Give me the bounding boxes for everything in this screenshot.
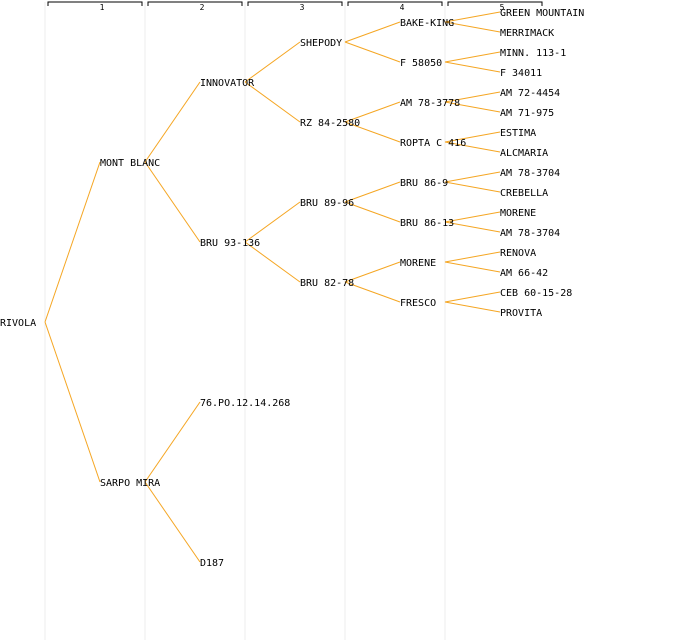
tree-node: ESTIMA [500,128,536,139]
generation-number: 4 [400,3,405,12]
tree-edge [444,261,501,273]
tree-edge [444,181,501,193]
tree-edge [444,251,501,263]
tree-edge [444,211,501,223]
tree-edge [444,11,501,23]
tree-node: MINN. 113-1 [500,48,566,59]
tree-edges [44,11,501,563]
tree-edge [344,181,401,203]
tree-node: BRU 89-96 [300,198,354,209]
tree-node: AM 72-4454 [500,88,560,99]
tree-edge [444,301,501,313]
tree-node: AM 71-975 [500,108,554,119]
tree-node: ALCMARIA [500,148,548,159]
tree-edge [144,481,201,563]
tree-node: CEB 60-15-28 [500,288,572,299]
tree-node: 76.PO.12.14.268 [200,398,290,409]
tree-node: AM 78-3704 [500,228,560,239]
tree-edge [244,81,301,123]
generation-number: 2 [200,3,205,12]
generation-bracket [447,1,543,6]
tree-edge [444,131,501,143]
tree-node: BAKE-KING [400,18,454,29]
generation-dividers [44,2,446,640]
tree-edge [444,221,501,233]
tree-edge [44,161,101,323]
tree-edge [444,291,501,303]
tree-node: AM 78-3778 [400,98,460,109]
tree-edge [444,21,501,33]
tree-node: BRU 86-9 [400,178,448,189]
tree-edge [444,91,501,103]
tree-node: SHEPODY [300,38,342,49]
tree-node: AM 78-3704 [500,168,560,179]
tree-edge [144,161,201,243]
tree-edge [344,21,401,43]
tree-node: MONT BLANC [100,158,160,169]
tree-node: BRU 93-136 [200,238,260,249]
tree-edge [44,321,101,483]
tree-edge [244,201,301,243]
generation-number: 1 [100,3,105,12]
tree-node: FRESCO [400,298,436,309]
tree-edge [344,201,401,223]
tree-edge [444,171,501,183]
tree-edge [344,261,401,283]
tree-node: RENOVA [500,248,536,259]
generation-number: 5 [500,3,505,12]
tree-node: F 58050 [400,58,442,69]
tree-node: BRU 86-13 [400,218,454,229]
tree-node: MORENE [400,258,436,269]
tree-edge [444,101,501,113]
tree-node: ROPTA C 416 [400,138,466,149]
tree-edge [444,61,501,73]
generation-number: 3 [300,3,305,12]
tree-node: SARPO MIRA [100,478,160,489]
tree-edge [244,41,301,83]
tree-node: RZ 84-2580 [300,118,360,129]
tree-edge [444,51,501,63]
tree-node: F 34011 [500,68,542,79]
tree-edge [344,101,401,123]
tree-edge [144,401,201,483]
root-node: RIVOLA [0,318,36,329]
tree-node: D187 [200,558,224,569]
tree-edge [444,141,501,153]
generation-bracket [147,1,243,6]
tree-node: MERRIMACK [500,28,554,39]
generation-bracket [347,1,443,6]
tree-edge [344,121,401,143]
tree-node: AM 66-42 [500,268,548,279]
generation-headers: 1 2 3 4 5 [47,1,543,12]
tree-node: CREBELLA [500,188,548,199]
generation-bracket [247,1,343,6]
tree-nodes: RIVOLA MONT BLANC INNOVATOR SHEPODY BAKE-KIN… [0,8,584,569]
generation-bracket [47,1,143,6]
tree-node: INNOVATOR [200,78,255,89]
tree-node: BRU 82-78 [300,278,354,289]
tree-node: PROVITA [500,308,542,319]
tree-edge [344,41,401,63]
tree-edge [344,281,401,303]
tree-node: MORENE [500,208,536,219]
tree-edge [244,241,301,283]
tree-edge [144,81,201,163]
tree-node: GREEN MOUNTAIN [500,8,584,19]
